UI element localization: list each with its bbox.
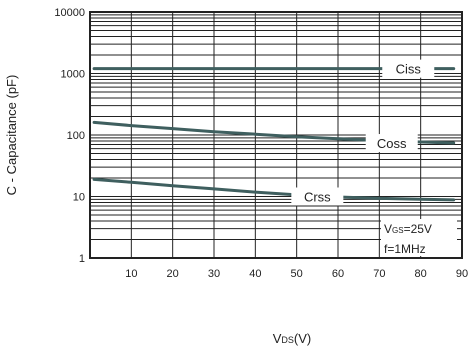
y-tick-label: 100	[67, 130, 85, 142]
x-tick-label: 80	[415, 268, 427, 280]
series-label-ciss: Ciss	[396, 62, 422, 77]
tick-labels: 10 20 30 40 50 60 70 80 90 1 10 100 1000 10000	[54, 7, 468, 280]
condition-vgs-suffix: =25V	[404, 222, 432, 236]
condition-vgs-main: V	[384, 222, 392, 236]
x-tick-label: 50	[291, 268, 303, 280]
series-label-crss: Crss	[304, 190, 331, 205]
test-conditions: VGS=25V f=1MHz	[381, 219, 457, 256]
condition-vgs: VGS=25V	[384, 222, 432, 236]
x-axis-title-suffix: (V)	[294, 331, 311, 346]
label-layer: Ciss Coss Crss	[291, 59, 435, 206]
x-tick-label: 40	[249, 268, 261, 280]
series-label-coss: Coss	[377, 136, 407, 151]
x-tick-label: 90	[456, 268, 468, 280]
condition-frequency: f=1MHz	[384, 242, 426, 256]
y-tick-label: 1	[79, 253, 85, 265]
x-axis-title: VDS(V)	[273, 331, 312, 346]
y-tick-label: 1000	[61, 69, 85, 81]
x-tick-label: 70	[373, 268, 385, 280]
y-tick-label: 10	[73, 192, 85, 204]
x-tick-label: 30	[208, 268, 220, 280]
condition-vgs-sub: GS	[392, 226, 404, 235]
series-line-crss	[92, 177, 456, 202]
x-tick-label: 10	[125, 268, 137, 280]
x-axis-title-main: V	[273, 331, 282, 346]
x-tick-label: 20	[167, 268, 179, 280]
conditions-background	[381, 219, 457, 256]
plot-frame	[89, 11, 463, 259]
x-axis-title-sub: DS	[281, 335, 294, 345]
y-tick-label: 10000	[54, 7, 85, 19]
x-tick-label: 60	[332, 268, 344, 280]
series-label-background	[382, 59, 435, 78]
y-axis-title: C - Capacitance (pF)	[4, 75, 19, 196]
series-label-background	[291, 187, 344, 206]
series-label-background	[365, 134, 418, 153]
